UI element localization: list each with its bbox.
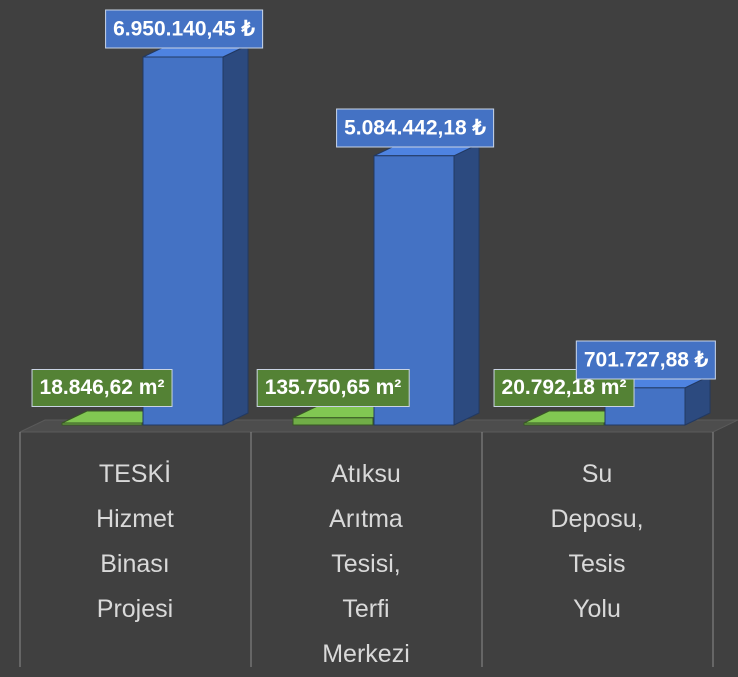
category-label: Su Deposu, Tesis Yolu bbox=[482, 452, 712, 632]
bar bbox=[61, 422, 143, 426]
data-label: 18.846,62 m² bbox=[31, 369, 173, 407]
data-label: 135.750,65 m² bbox=[256, 369, 410, 407]
category-label: TESKİ Hizmet Binası Projesi bbox=[20, 452, 250, 632]
category-text: Su Deposu, Tesis Yolu bbox=[550, 460, 644, 623]
category-label: Atıksu Arıtma Tesisi, Terfi Merkezi bbox=[251, 452, 481, 677]
category-text: TESKİ Hizmet Binası Projesi bbox=[96, 460, 174, 623]
data-label: 5.084.442,18 ₺ bbox=[336, 108, 494, 148]
data-label: 701.727,88 ₺ bbox=[575, 340, 717, 380]
bar bbox=[292, 417, 374, 426]
bar-side bbox=[222, 44, 249, 426]
bar bbox=[523, 422, 605, 426]
category-text: Atıksu Arıtma Tesisi, Terfi Merkezi bbox=[322, 460, 410, 668]
bar bbox=[142, 56, 224, 426]
bar-side bbox=[453, 142, 480, 426]
data-label: 6.950.140,45 ₺ bbox=[105, 9, 263, 49]
